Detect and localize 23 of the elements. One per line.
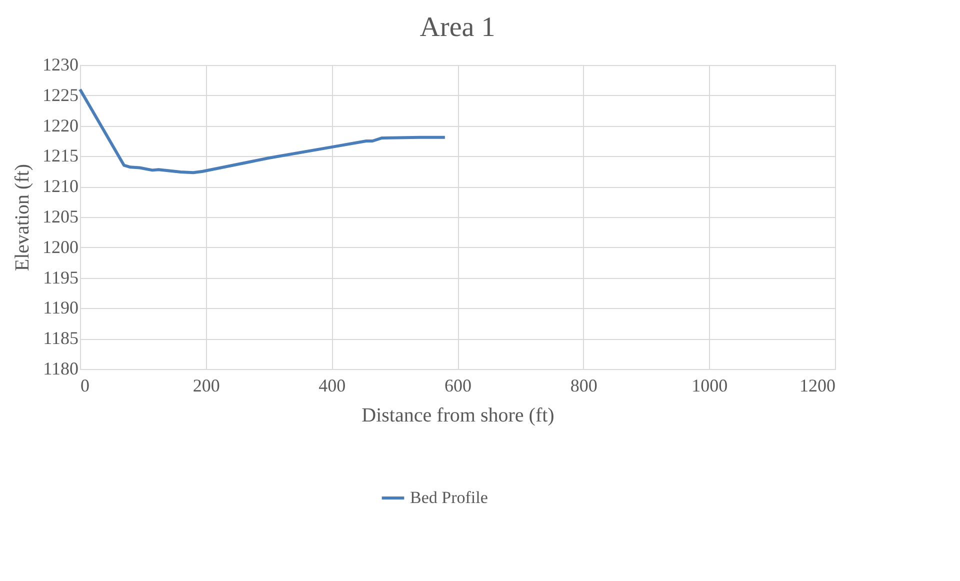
y-tick-label: 1205 xyxy=(42,206,78,226)
y-tick-label: 1230 xyxy=(42,54,78,74)
x-tick-label: 400 xyxy=(318,376,346,396)
y-tick-label: 1220 xyxy=(42,115,78,136)
y-tick-label: 1225 xyxy=(42,84,78,105)
chart-title: Area 1 xyxy=(420,12,496,43)
y-tick-label: 1200 xyxy=(42,236,78,257)
y-tick-label: 1190 xyxy=(43,298,78,318)
y-tick-label: 1210 xyxy=(42,176,78,196)
x-tick-label: 1200 xyxy=(800,376,836,396)
y-tick-label: 1195 xyxy=(43,267,78,288)
x-tick-label: 600 xyxy=(444,376,472,396)
x-tick-label: 0 xyxy=(80,376,90,396)
x-tick-label: 800 xyxy=(570,376,598,396)
y-tick-label: 1185 xyxy=(43,328,78,348)
legend-label: Bed Profile xyxy=(410,488,488,507)
y-tick-label: 1180 xyxy=(43,358,78,378)
x-axis-title: Distance from shore (ft) xyxy=(362,404,554,426)
y-tick-label: 1215 xyxy=(42,146,78,166)
x-tick-label: 200 xyxy=(192,376,220,396)
x-tick-label: 1000 xyxy=(692,376,728,396)
y-axis-title: Elevation (ft) xyxy=(12,164,34,272)
line-series xyxy=(78,88,446,174)
